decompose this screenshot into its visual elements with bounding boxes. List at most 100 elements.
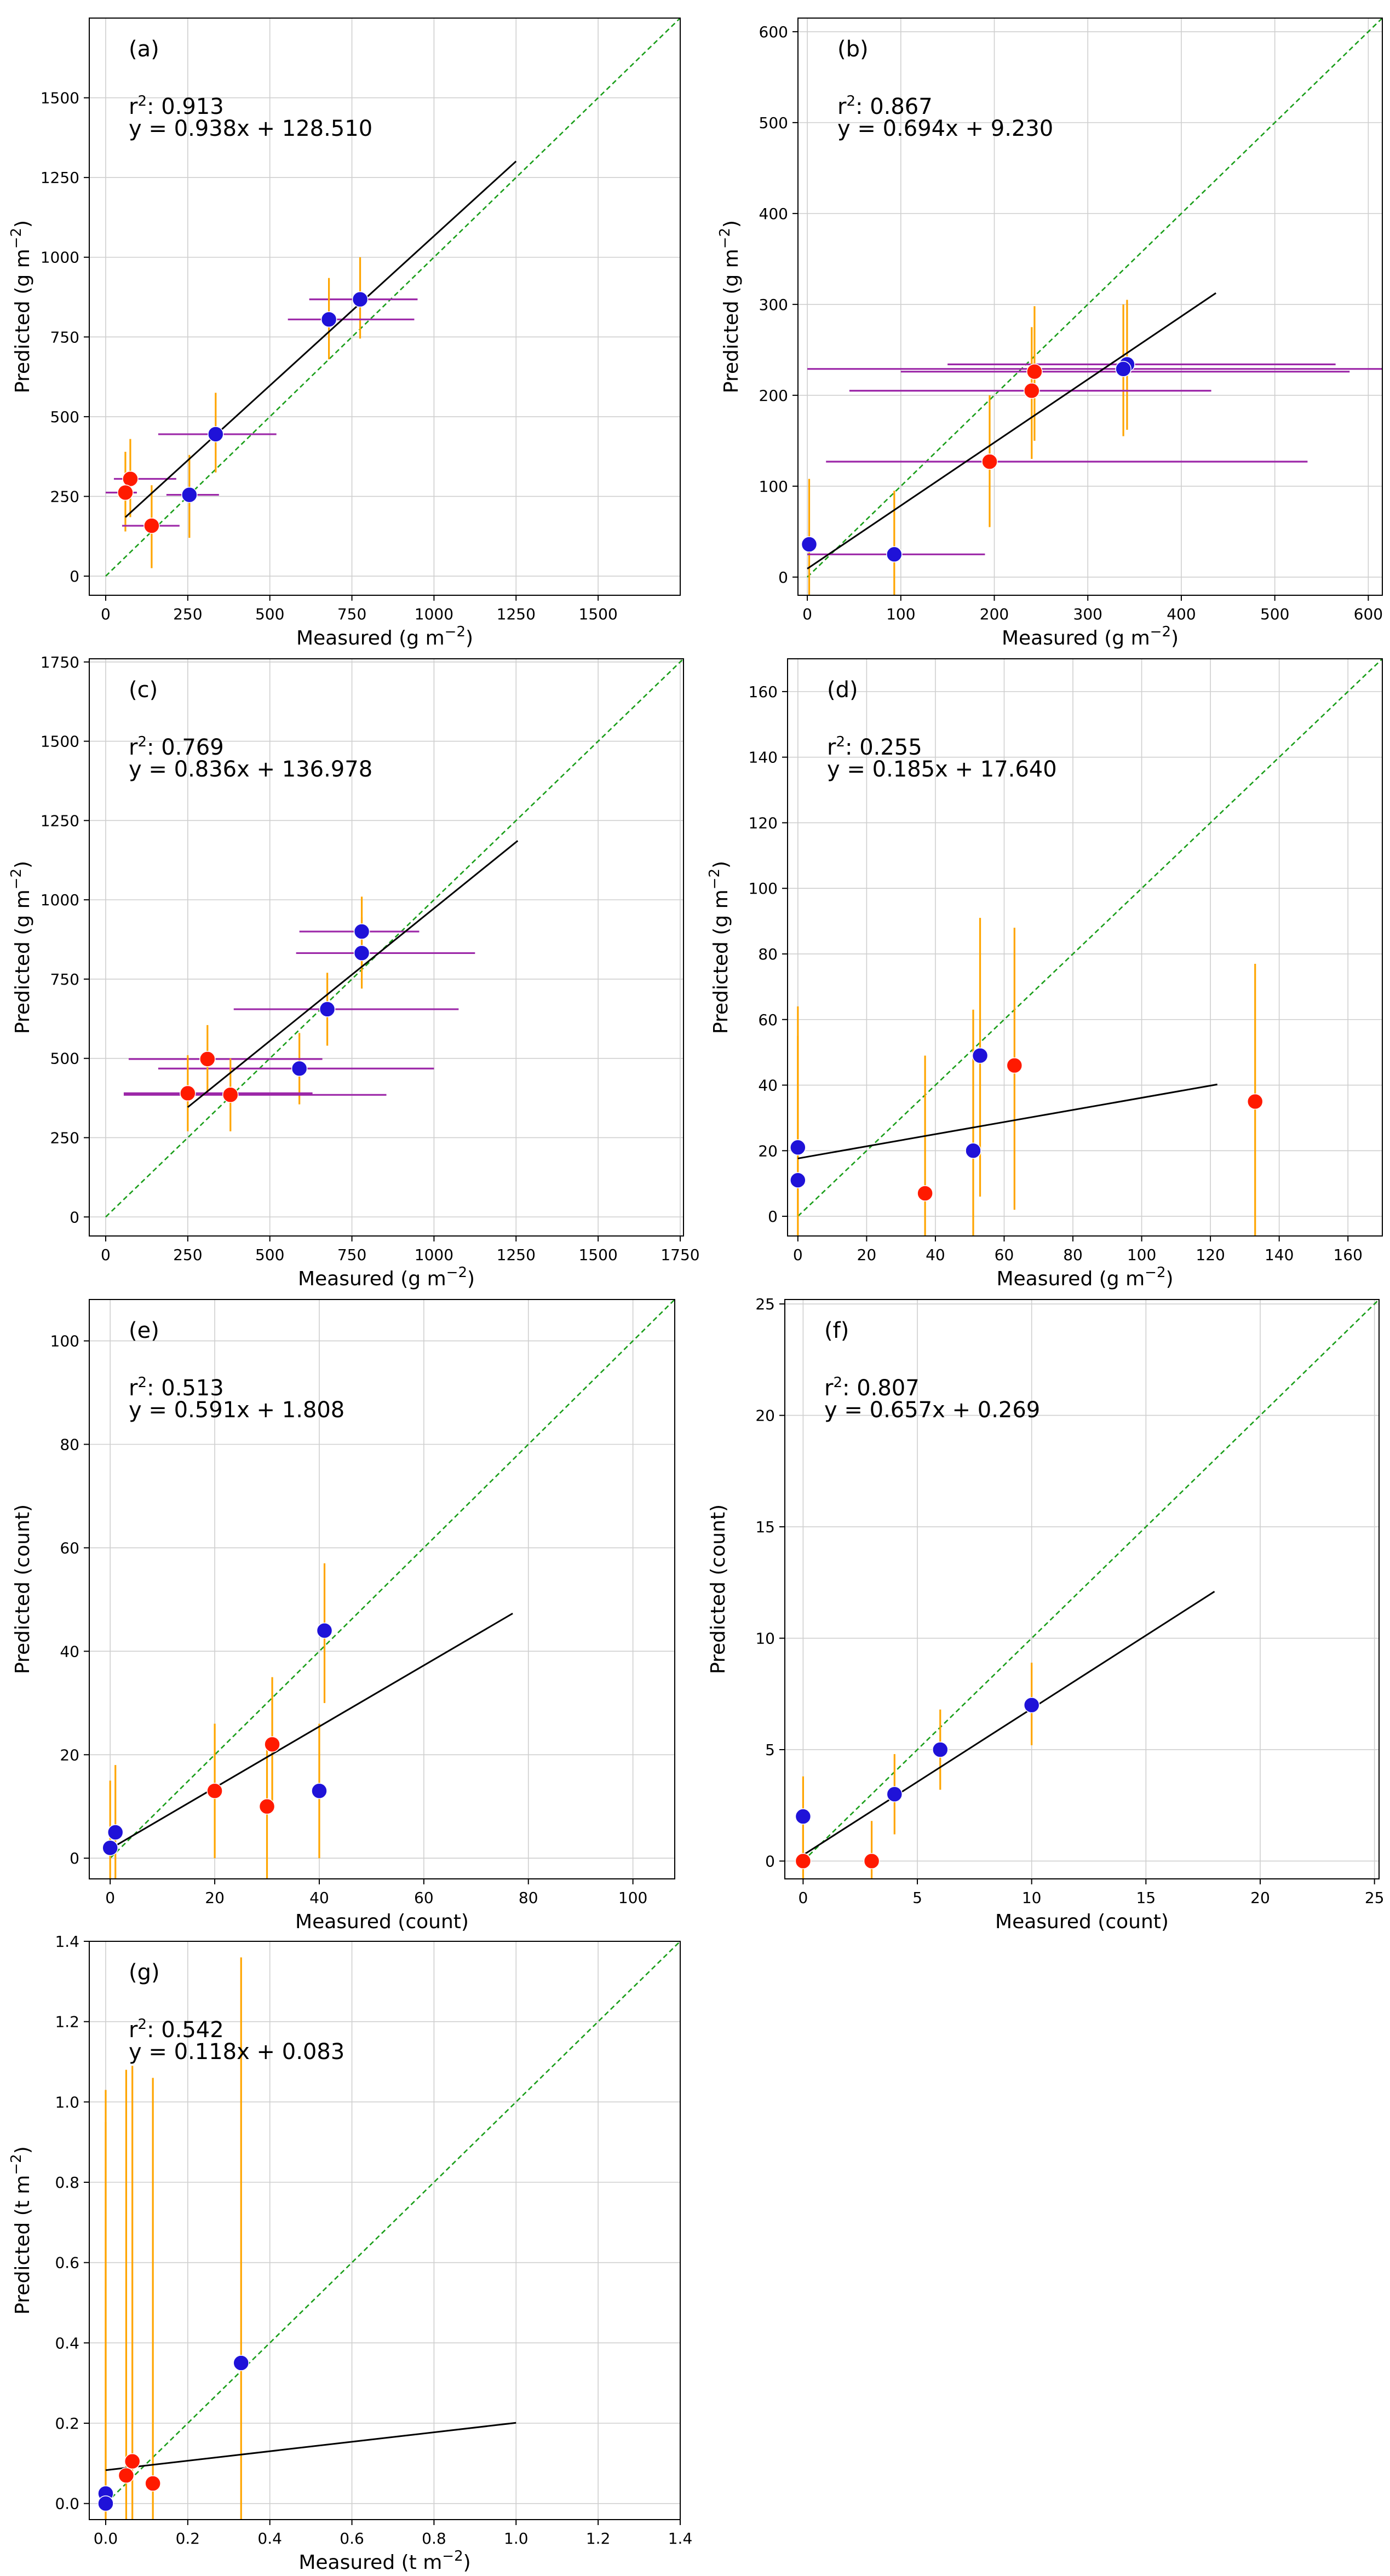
plot-frame — [787, 658, 1383, 1237]
fit-line — [110, 1612, 513, 1850]
plot-area — [790, 659, 1382, 1236]
r2-annotation-base: r — [824, 1376, 834, 1401]
plot-area — [102, 1300, 675, 1879]
x-axis-label: Measured (g m−2) — [1002, 624, 1179, 649]
y-tick-label: 1.4 — [55, 1933, 79, 1951]
y-axis-label-sup: −2 — [717, 228, 733, 249]
x-tick-label: 0 — [802, 605, 812, 623]
y-tick-label: 100 — [50, 1332, 79, 1350]
y-axis-label-base: Predicted (g m — [12, 889, 34, 1034]
r2-annotation-base: r — [129, 2017, 138, 2043]
x-axis-label-end: ) — [1165, 1268, 1173, 1290]
fit-line — [105, 2422, 516, 2471]
data-point-red — [117, 484, 134, 501]
panel-label: (d) — [827, 677, 858, 703]
plot-frame — [89, 658, 684, 1237]
x-axis-label: Measured (g m−2) — [298, 1264, 475, 1290]
r2-annotation-base: r — [827, 735, 836, 760]
data-point-red — [1026, 363, 1043, 380]
x-axis-label: Measured (count) — [995, 1911, 1169, 1933]
data-point-blue — [311, 1783, 328, 1799]
y-axis-label-base: Predicted (t m — [12, 2175, 34, 2315]
data-point-red — [145, 2475, 161, 2492]
y-tick-label: 1500 — [41, 733, 79, 751]
r2-annotation-sup: 2 — [846, 93, 855, 110]
y-tick-label: 10 — [755, 1630, 775, 1648]
x-tick-label: 600 — [1354, 605, 1383, 623]
x-tick-label: 5 — [912, 1889, 922, 1907]
x-tick-label: 0 — [101, 605, 111, 623]
x-tick-label: 1.0 — [504, 2529, 529, 2548]
plot-frame — [784, 1299, 1380, 1879]
data-point-blue — [319, 1001, 336, 1017]
r2-annotation: r2: 0.255 — [827, 734, 922, 760]
identity-line — [802, 1300, 1379, 1862]
x-tick-label: 0.2 — [176, 2529, 200, 2548]
plot-area — [97, 1941, 680, 2520]
identity-line — [105, 1941, 680, 2504]
y-tick-label: 1.0 — [55, 2093, 79, 2111]
y-tick-label: 300 — [759, 296, 788, 314]
y-axis-label-sup: −2 — [707, 869, 723, 889]
data-point-red — [1006, 1057, 1023, 1074]
r2-annotation-base: r — [129, 1376, 138, 1401]
y-axis-label: Predicted (g m−2) — [717, 220, 743, 393]
x-axis-label-end: ) — [466, 627, 473, 649]
y-axis-label-end: ) — [12, 861, 34, 869]
y-tick-label: 0 — [70, 1208, 79, 1226]
data-point-blue — [1115, 360, 1131, 377]
y-tick-label: 60 — [758, 1011, 778, 1029]
y-axis-label-base: Predicted (count) — [707, 1504, 730, 1674]
r2-annotation: r2: 0.542 — [129, 2016, 224, 2043]
x-axis-label-sup: −2 — [1145, 1264, 1165, 1281]
gridlines — [785, 1300, 1379, 1879]
plot-frame — [89, 1299, 675, 1879]
x-tick-label: 15 — [1136, 1889, 1156, 1907]
plot-frame — [797, 18, 1383, 596]
data-point-red — [222, 1086, 239, 1103]
data-point-blue — [795, 1808, 812, 1825]
panels-group: 0 250 500 750 1000 1250 1500025050075010001250… — [8, 18, 1384, 2574]
panel-d: 0 20 40 60 80 100 120 140 160 0 20 40 60 80 100 120 140 1… — [707, 658, 1383, 1290]
x-tick-label: 160 — [1333, 1246, 1362, 1264]
x-axis-label-base: Measured (count) — [995, 1911, 1169, 1933]
y-tick-label: 20 — [60, 1746, 79, 1764]
y-tick-label: 600 — [759, 23, 788, 41]
plot-area — [801, 18, 1382, 595]
data-point-blue — [352, 291, 369, 308]
x-tick-label: 10 — [1022, 1889, 1042, 1907]
gridlines — [798, 18, 1382, 595]
data-point-blue — [353, 923, 370, 940]
x-tick-label: 500 — [1260, 605, 1289, 623]
r2-annotation-sup: 2 — [833, 1375, 842, 1391]
data-point-red — [143, 518, 160, 534]
r2-annotation-end: : 0.769 — [147, 735, 224, 760]
x-axis-label-base: Measured (t m — [298, 2551, 442, 2574]
plot-area — [105, 659, 683, 1218]
data-point-red — [917, 1185, 933, 1201]
panel-label: (e) — [129, 1318, 159, 1343]
y-tick-label: 500 — [50, 408, 79, 426]
y-tick-label: 1.2 — [55, 2013, 79, 2031]
regression-equation: y = 0.694x + 9.230 — [837, 116, 1053, 141]
r2-annotation-end: : 0.255 — [845, 735, 922, 760]
x-tick-label: 250 — [173, 605, 202, 623]
r2-annotation-sup: 2 — [137, 93, 147, 110]
y-axis-label-base: Predicted (count) — [12, 1504, 34, 1674]
plot-frame — [89, 1941, 681, 2520]
y-tick-label: 0.2 — [55, 2414, 79, 2433]
x-axis-label-base: Measured (g m — [1002, 627, 1150, 649]
x-tick-label: 60 — [414, 1889, 434, 1907]
x-tick-label: 20 — [205, 1889, 225, 1907]
data-point-blue — [181, 486, 198, 503]
gridlines — [89, 659, 683, 1236]
data-point-red — [863, 1853, 880, 1870]
y-tick-label: 0 — [70, 567, 79, 585]
y-tick-label: 0 — [70, 1849, 79, 1867]
y-tick-label: 160 — [749, 683, 778, 701]
x-tick-label: 300 — [1073, 605, 1102, 623]
panel-g: 0.0 0.2 0.4 0.6 0.8 1.0 1.2 1.4 0.0 0.2 0.4 0.6 0.8 1… — [8, 1933, 692, 2574]
x-tick-label: 0 — [793, 1246, 803, 1264]
data-point-blue — [972, 1047, 989, 1064]
